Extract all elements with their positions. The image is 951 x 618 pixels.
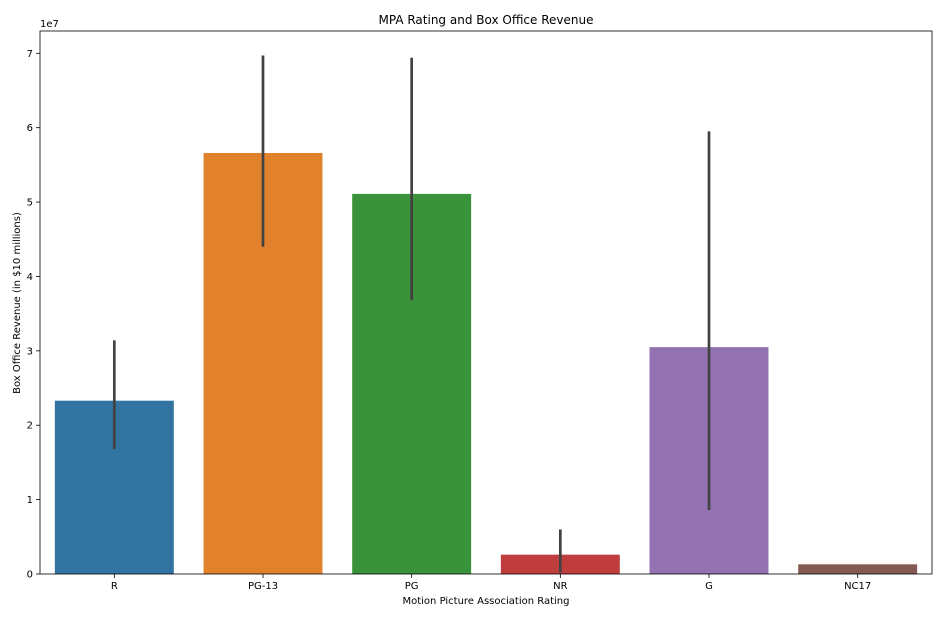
chart-title: MPA Rating and Box Office Revenue — [379, 13, 594, 27]
x-tick-label-r: R — [111, 581, 118, 592]
bar-nc17 — [798, 564, 918, 574]
x-tick-label-nc17: NC17 — [844, 581, 871, 592]
y-tick-label: 5 — [27, 198, 33, 209]
x-tick-label-pg-13: PG-13 — [248, 581, 278, 592]
y-tick-label: 2 — [27, 421, 33, 432]
x-axis-label: Motion Picture Association Rating — [402, 596, 569, 607]
y-tick-label: 3 — [27, 346, 33, 357]
y-tick-label: 7 — [27, 49, 33, 60]
x-tick-label-nr: NR — [553, 581, 567, 592]
y-scale-multiplier: 1e7 — [40, 19, 59, 30]
y-tick-label: 0 — [27, 570, 33, 581]
plot-frame — [39, 30, 933, 575]
x-tick-label-g: G — [705, 581, 713, 592]
y-tick-label: 4 — [27, 272, 33, 283]
x-tick-label-pg: PG — [405, 581, 419, 592]
y-tick-label: 6 — [27, 123, 33, 134]
y-axis-label: Box Office Revenue (in $10 millions) — [12, 212, 23, 394]
y-tick-label: 1 — [27, 495, 33, 506]
